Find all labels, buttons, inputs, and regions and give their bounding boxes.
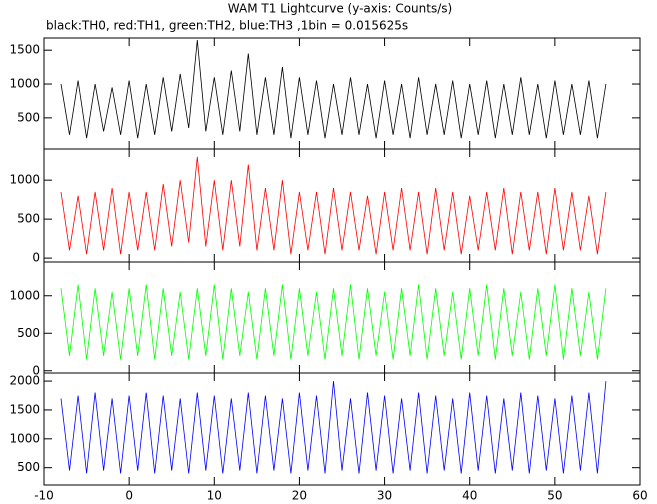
y-tick-label: 1500 [9,402,40,416]
chart-subtitle: black:TH0, red:TH1, green:TH2, blue:TH3 … [46,19,408,33]
lightcurve [60,39,607,139]
y-tick-label: 1000 [9,431,40,445]
x-tick-label: 30 [377,489,392,503]
y-tick-label: 1000 [9,288,40,302]
y-tick-label: 1000 [9,173,40,187]
x-tick-label: 60 [632,489,647,503]
x-tick-label: 10 [207,489,222,503]
x-tick-label: 40 [462,489,477,503]
x-tick-label: -10 [34,489,54,503]
y-tick-label: 2000 [9,374,40,388]
y-tick-label: 0 [32,251,40,265]
panel-frame [43,148,641,263]
y-tick-label: 500 [17,212,40,226]
panel-frame [43,372,641,486]
x-tick-label: 50 [547,489,562,503]
y-tick-label: 500 [17,110,40,124]
y-tick-label: 500 [17,326,40,340]
x-tick-label: 20 [292,489,307,503]
y-tick-label: 500 [17,460,40,474]
y-tick-label: 1000 [9,77,40,91]
lightcurve [60,381,607,474]
x-tick-label: 0 [125,489,133,503]
lightcurve [60,284,607,360]
chart-title: WAM T1 Lightcurve (y-axis: Counts/s) [228,2,452,16]
y-tick-label: 1500 [9,43,40,57]
lightcurve [60,156,607,255]
y-tick-label: 0 [32,363,40,377]
